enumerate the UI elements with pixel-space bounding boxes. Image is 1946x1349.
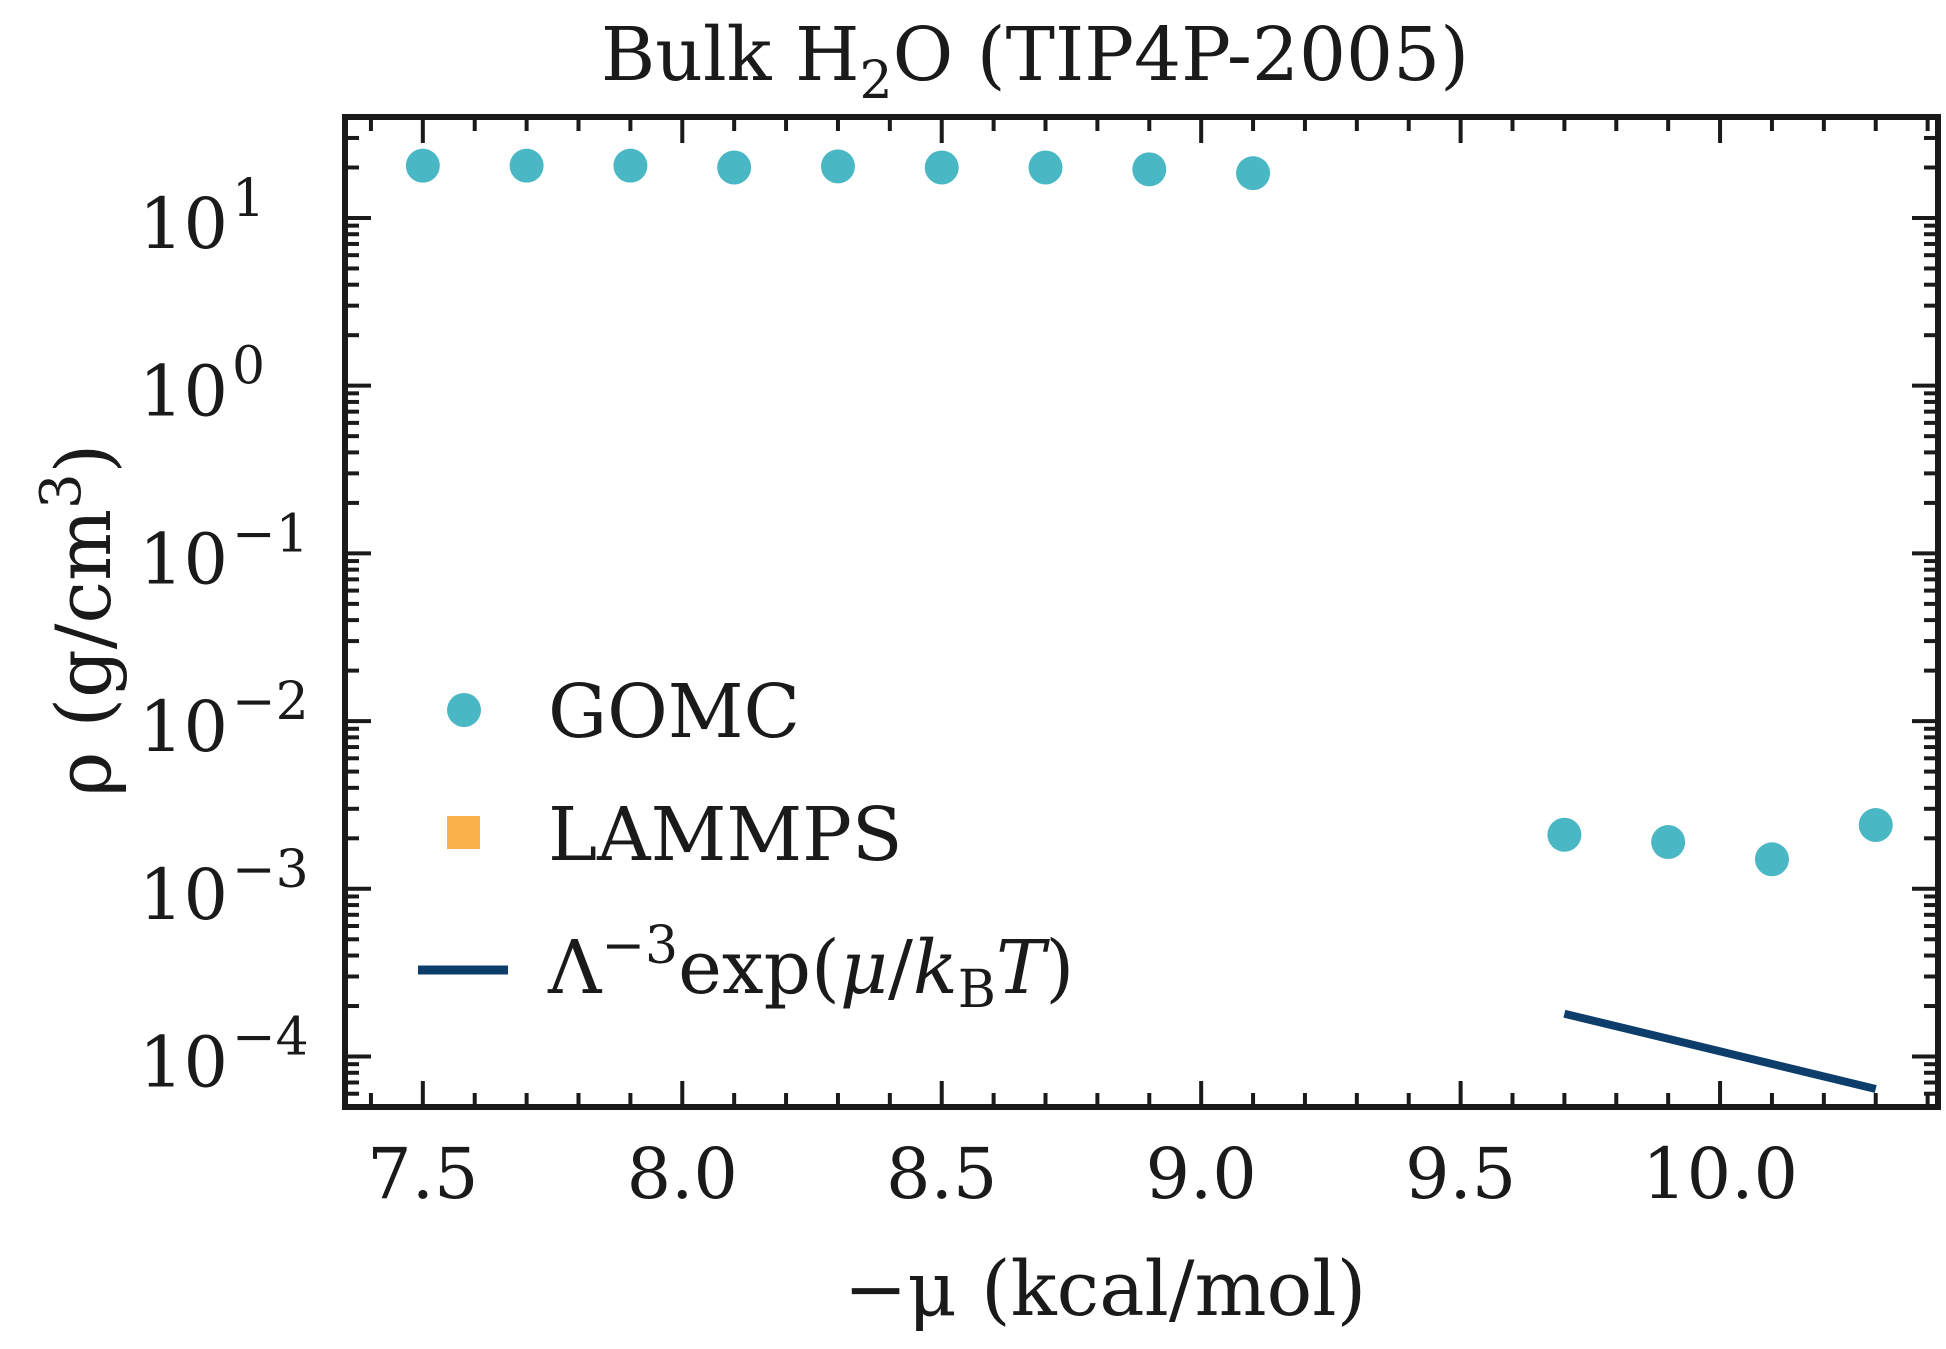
legend-marker-lammps xyxy=(447,816,480,849)
x-tick-label: 9.0 xyxy=(1146,1133,1257,1215)
legend-label-gomc: GOMC xyxy=(548,669,800,755)
legend-label-lammps: LAMMPS xyxy=(548,792,903,878)
x-axis-label: −μ (kcal/mol) xyxy=(844,1244,1367,1333)
gomc-point xyxy=(1651,825,1686,860)
y-tick-label: 10−1 xyxy=(139,504,309,600)
legend-marker-gomc xyxy=(447,693,481,727)
gomc-point xyxy=(613,148,648,183)
y-axis-label: ρ (g/cm3) xyxy=(29,444,128,797)
tick-labels: 7.5 8.0 8.5 9.0 9.5 10.0 101 100 10−1 10−2 10−3 10−… xyxy=(139,169,1798,1215)
x-tick-label: 10.0 xyxy=(1642,1133,1798,1215)
y-tick-label: 101 xyxy=(139,169,265,265)
x-tick-label: 9.5 xyxy=(1405,1133,1516,1215)
gomc-point xyxy=(1236,156,1271,191)
gomc-point xyxy=(924,150,959,185)
gomc-point xyxy=(1028,150,1063,185)
x-tick-label: 8.0 xyxy=(627,1133,738,1215)
y-tick-label: 10−4 xyxy=(139,1008,309,1104)
y-tick-label: 100 xyxy=(139,337,265,433)
gomc-point xyxy=(405,148,440,183)
plot-area-border xyxy=(342,114,1941,1110)
gomc-point xyxy=(1754,842,1789,877)
x-tick-label: 7.5 xyxy=(367,1133,478,1215)
y-tick-label: 10−3 xyxy=(139,840,309,936)
legend: GOMC LAMMPS Λ−3exp(μ/kBT) xyxy=(418,669,1074,1020)
x-tick-label: 8.5 xyxy=(886,1133,997,1215)
ideal-gas-line xyxy=(1563,1009,1877,1093)
gomc-point xyxy=(1547,817,1582,852)
gomc-point xyxy=(820,149,855,184)
data-series xyxy=(405,148,1893,1093)
legend-label-ideal-gas: Λ−3exp(μ/kBT) xyxy=(547,916,1074,1020)
plot-frame xyxy=(342,114,1941,1110)
gomc-point xyxy=(1132,152,1167,187)
gomc-point xyxy=(1858,808,1893,843)
axis-ticks xyxy=(345,115,1938,1109)
y-tick-label: 10−2 xyxy=(139,672,309,768)
gomc-point xyxy=(509,148,544,183)
gomc-point xyxy=(717,150,752,185)
chart-title: Bulk H2O (TIP4P-2005) xyxy=(601,12,1469,111)
